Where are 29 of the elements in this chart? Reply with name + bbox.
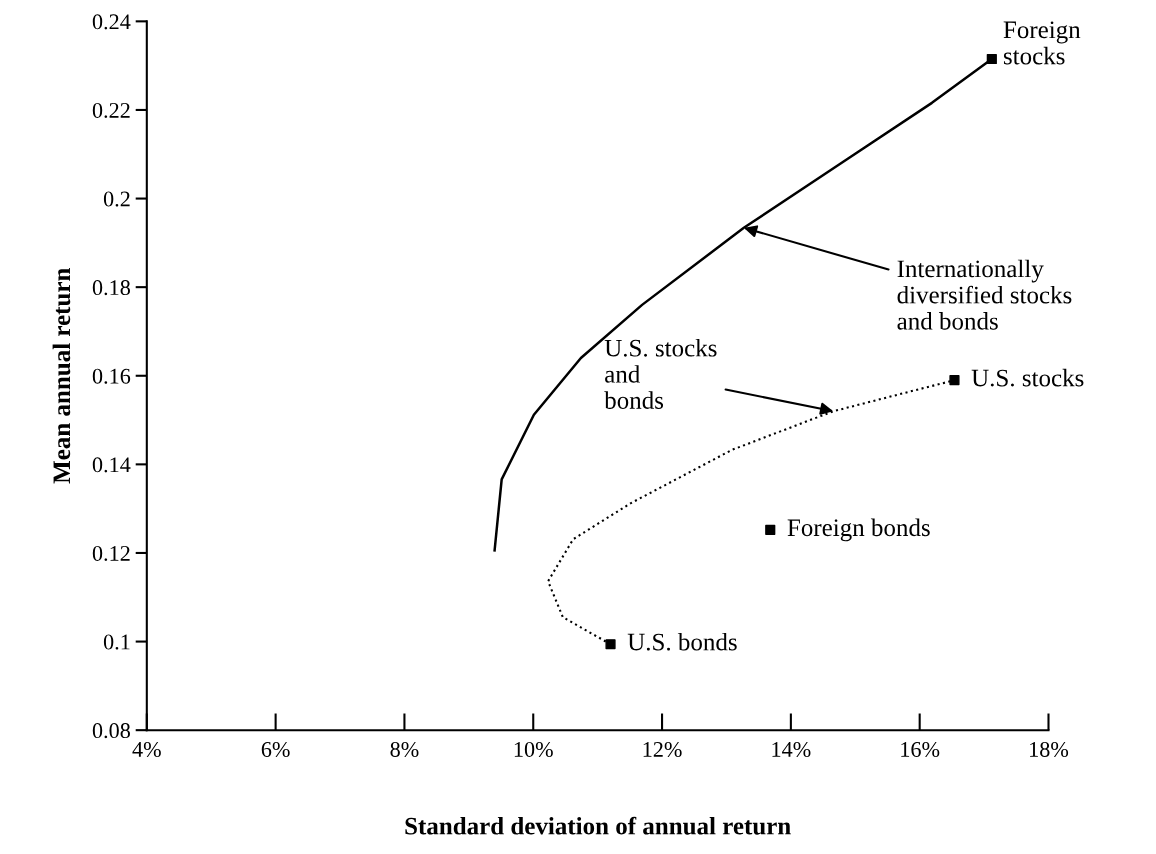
x-axis-title: Standard deviation of annual return (405, 816, 791, 835)
point (949, 375, 960, 386)
x-tick-label: 14% (772, 741, 811, 757)
x-tick-label: 18% (1030, 741, 1069, 757)
y-tick-label: 0.16 (92, 368, 131, 384)
x-tick-label: 8% (390, 741, 419, 757)
annotation: Foreign bonds (787, 518, 930, 542)
annotation: Foreign stocks (1003, 21, 1081, 65)
y-tick-label: 0.24 (92, 14, 131, 30)
annotation: U.S. bonds (627, 632, 737, 651)
point (765, 524, 776, 536)
y-tick-label: 0.18 (92, 280, 130, 296)
annotation: U.S. stocks (971, 368, 1084, 387)
annotation: Internationally diversified stocks and bonds (897, 259, 1072, 330)
y-tick-label: 0.1 (103, 634, 130, 650)
y-axis-title: Mean annual return (52, 268, 71, 484)
x-tick-label: 16% (901, 741, 940, 757)
x-tick-label: 4% (132, 741, 161, 757)
y-tick-label: 0.2 (103, 191, 130, 207)
point (986, 53, 997, 65)
y-tick-label: 0.14 (92, 457, 131, 473)
annotation: U.S. stocks and bonds (604, 339, 717, 409)
y-tick-label: 0.22 (92, 102, 130, 118)
x-tick-label: 6% (261, 741, 290, 757)
point (605, 639, 616, 650)
y-tick-label: 0.12 (92, 545, 130, 561)
x-tick-label: 12% (643, 741, 682, 757)
y-tick-label: 0.08 (92, 723, 130, 739)
x-tick-label: 10% (514, 741, 553, 757)
